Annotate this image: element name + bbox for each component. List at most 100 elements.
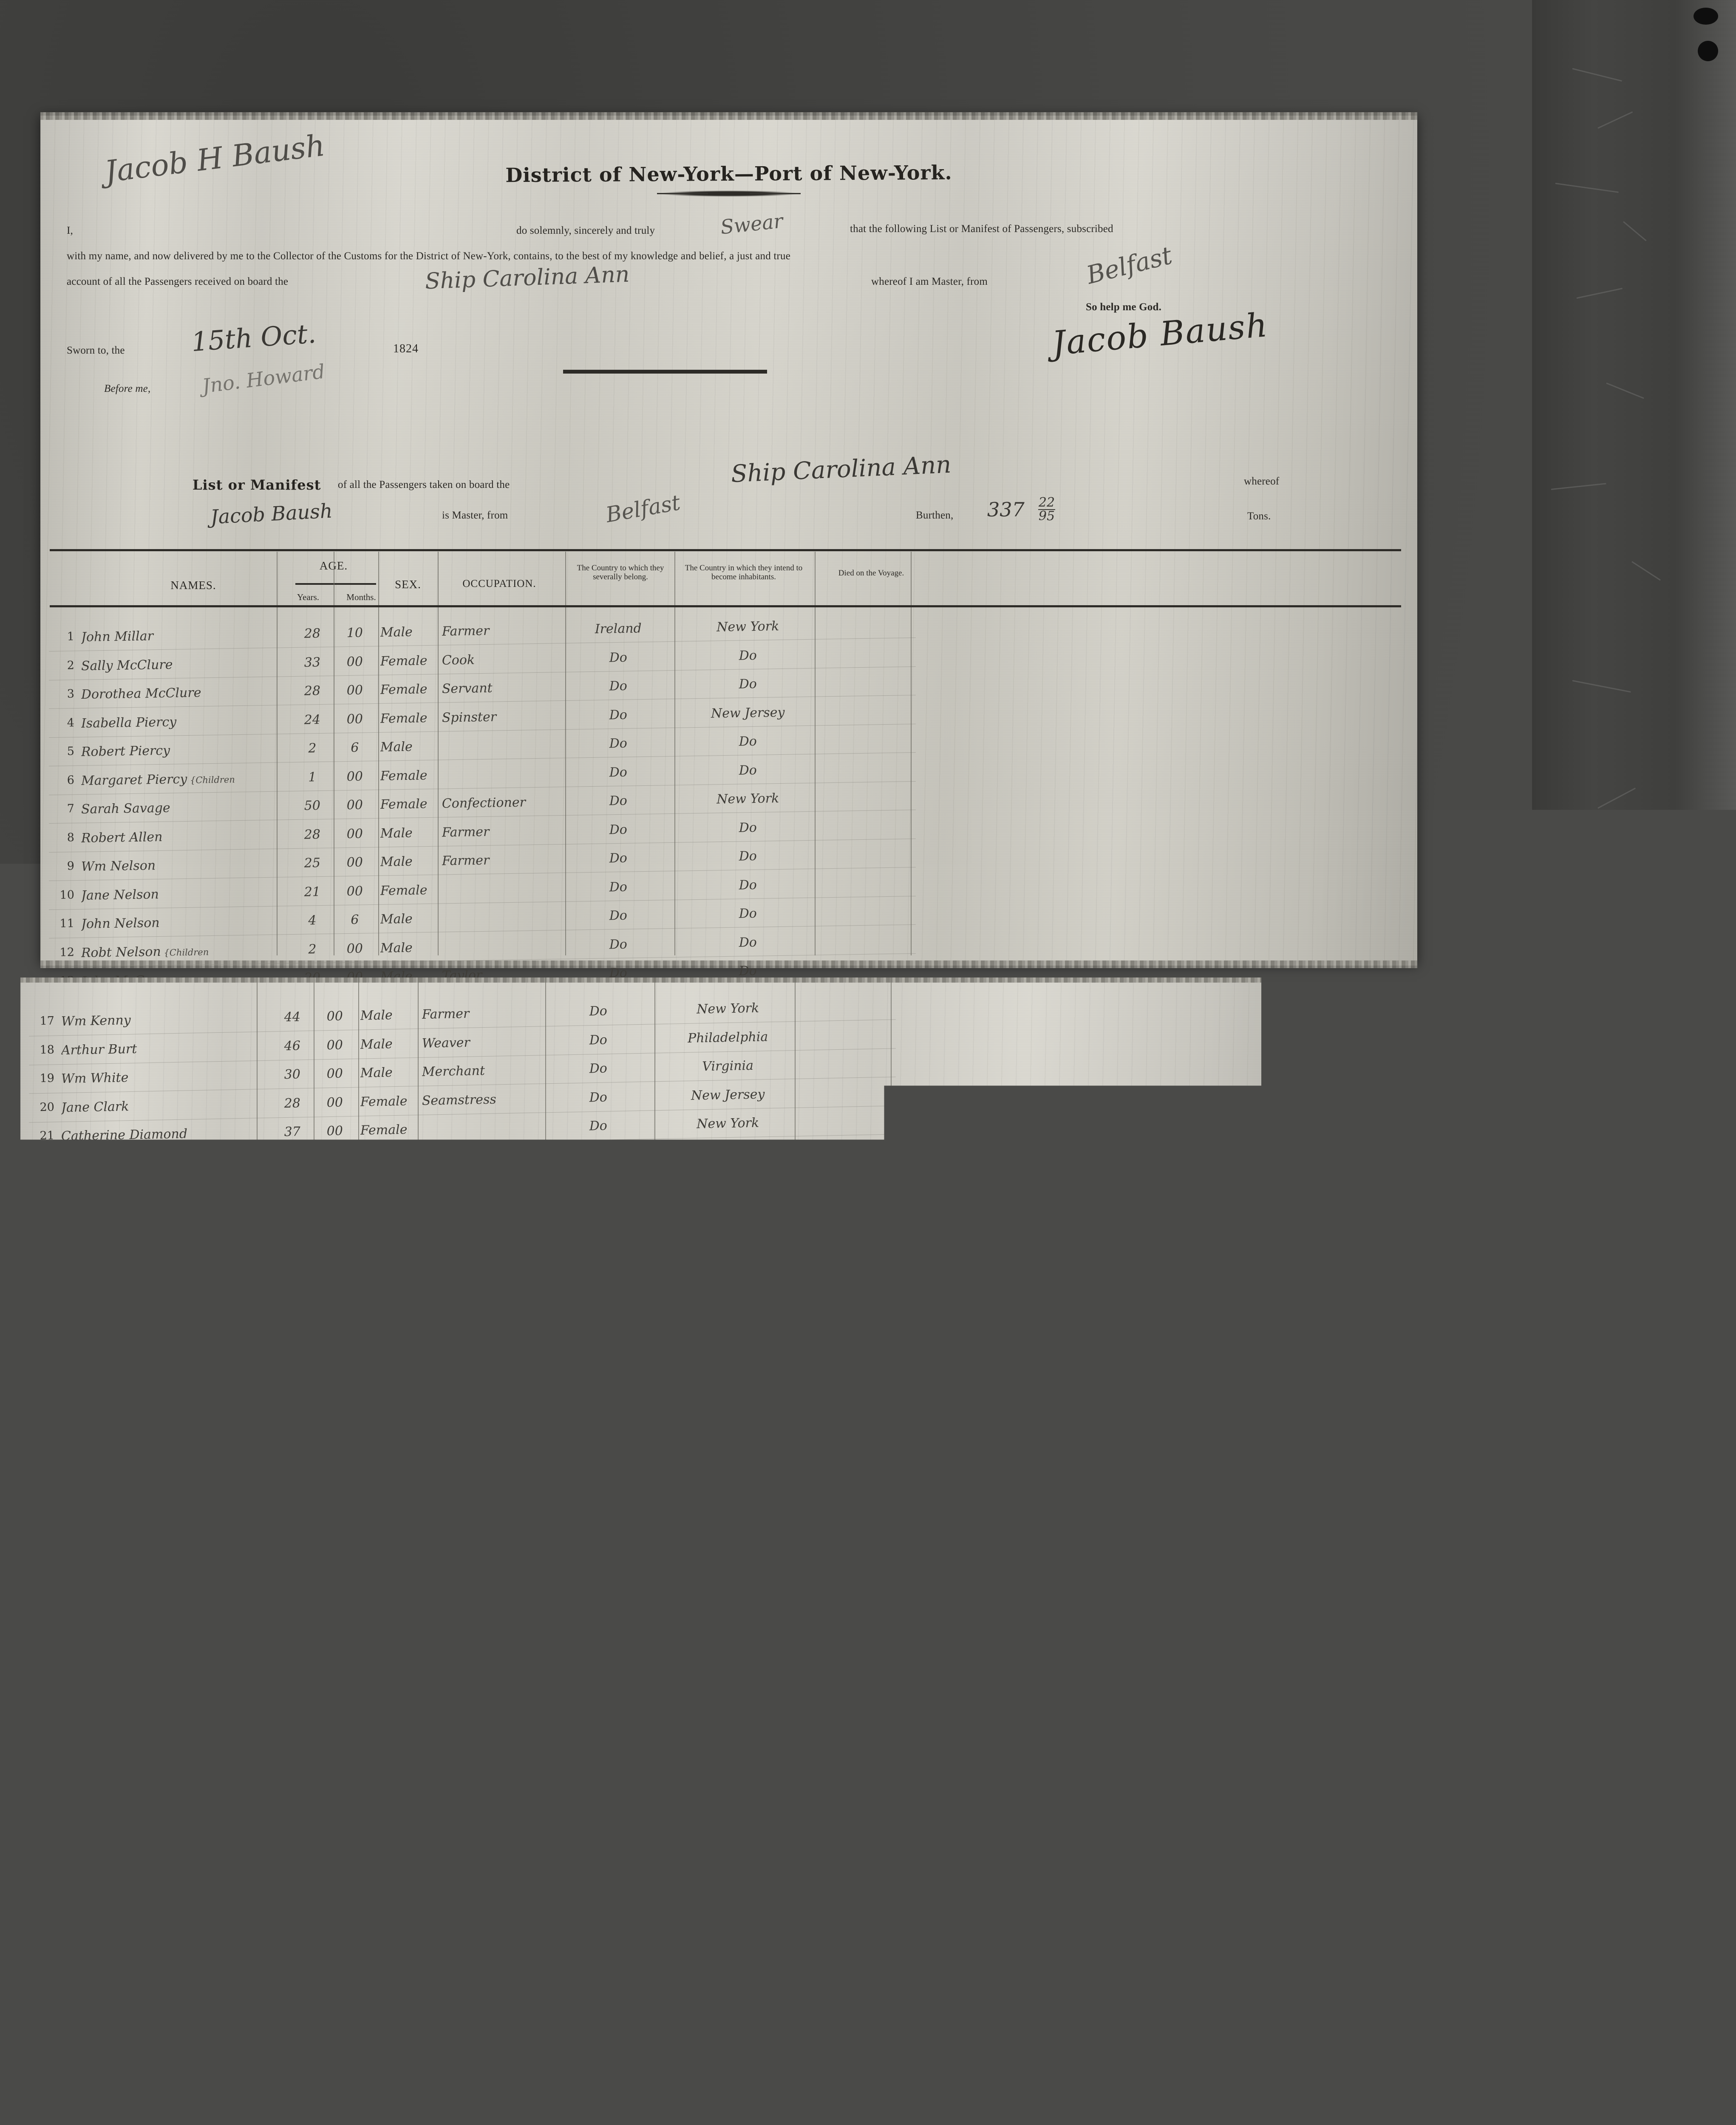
row-number: 24 bbox=[29, 1215, 55, 1229]
sex: Male bbox=[380, 739, 436, 755]
oath-port-handwritten: Belfast bbox=[1084, 241, 1175, 289]
passenger-name-note: {boys bbox=[139, 1417, 169, 1428]
age-years: 18 bbox=[275, 1640, 310, 1656]
column-header-months: Months. bbox=[334, 592, 389, 603]
age-months: 00 bbox=[338, 884, 372, 899]
country-of-origin: Do bbox=[549, 1806, 647, 1823]
age-months: 00 bbox=[317, 1496, 352, 1512]
country-of-origin: Do bbox=[549, 1548, 647, 1564]
country-of-origin: Do bbox=[549, 1462, 647, 1479]
passenger-name: Robt Nelson {Children bbox=[81, 942, 285, 960]
country-of-destination: Do bbox=[677, 647, 818, 664]
master-signature-top: Jacob Baush bbox=[1051, 306, 1269, 363]
row-number: 10 bbox=[49, 888, 74, 902]
occupation: Farmer bbox=[442, 823, 561, 840]
country-of-destination: Do bbox=[657, 1258, 798, 1275]
age-years: 47 bbox=[275, 1526, 310, 1541]
row-number: 5 bbox=[49, 745, 74, 758]
occupation: Land Surveyor bbox=[422, 1636, 541, 1653]
age-years: 2 bbox=[295, 941, 330, 957]
age-years: 12 bbox=[275, 1698, 310, 1714]
age-months: 00 bbox=[317, 1898, 352, 1914]
age-years: 24 bbox=[295, 712, 330, 727]
country-of-destination: Do bbox=[657, 1689, 798, 1706]
age-years: 25 bbox=[295, 856, 330, 871]
age-years: 34 bbox=[275, 1296, 310, 1312]
country-of-origin: Do bbox=[549, 1577, 647, 1593]
country-of-origin: Do bbox=[549, 1232, 647, 1249]
row-number: 36 bbox=[29, 1559, 55, 1573]
sex: Female bbox=[360, 1237, 416, 1252]
age-months: 00 bbox=[317, 1066, 352, 1082]
sex: Female bbox=[360, 1266, 416, 1281]
country-of-destination: New Jersey bbox=[657, 1086, 798, 1103]
sworn-date-handwritten: 15th Oct. bbox=[190, 318, 317, 357]
sex: Male bbox=[380, 940, 436, 955]
country-of-origin: Do bbox=[549, 1921, 647, 1938]
row-number: 11 bbox=[49, 917, 74, 930]
sex: Male bbox=[360, 1294, 416, 1310]
row-number: 33 bbox=[29, 1473, 55, 1487]
oath-line-2: with my name, and now delivered by me to… bbox=[67, 251, 790, 262]
country-of-destination: Do bbox=[657, 2033, 798, 2050]
age-months: 6 bbox=[338, 740, 372, 755]
row-number: 32 bbox=[29, 1445, 55, 1458]
sex: Female bbox=[360, 1122, 416, 1138]
row-number: 41 bbox=[29, 1703, 55, 1716]
age-months: 00 bbox=[317, 1554, 352, 1570]
table-header-bottom-rule bbox=[50, 605, 1401, 607]
passenger-name-note: {Children bbox=[187, 774, 235, 785]
age-years: 13 bbox=[275, 1267, 310, 1283]
country-of-destination: Do bbox=[657, 1488, 798, 1505]
age-months: 00 bbox=[317, 1123, 352, 1139]
age-months: 00 bbox=[317, 1984, 352, 2000]
age-years: 52 bbox=[275, 2100, 310, 2115]
column-header-names: NAMES. bbox=[117, 579, 270, 592]
sex: Female bbox=[360, 1753, 416, 1769]
sex: Female bbox=[360, 2012, 416, 2027]
age-years: 55 bbox=[275, 1898, 310, 1914]
country-of-destination: Do bbox=[657, 1602, 798, 1620]
age-months: 00 bbox=[317, 2099, 352, 2114]
occupation: Servant bbox=[442, 680, 561, 696]
age-months: 6 bbox=[317, 1669, 352, 1684]
country-of-origin: Do bbox=[569, 735, 668, 752]
country-of-destination: Philadelphia bbox=[657, 1402, 798, 1419]
row-number: 52 bbox=[29, 2018, 55, 2032]
country-of-destination: Do bbox=[657, 1861, 798, 1878]
country-of-destination: Do bbox=[657, 1287, 798, 1304]
tons-label: Tons. bbox=[1247, 511, 1271, 522]
country-of-destination: Do bbox=[657, 1746, 798, 1763]
sex: Female bbox=[360, 1868, 416, 1884]
country-of-origin: New York bbox=[549, 2064, 647, 2081]
column-header-country-to: The Country in which they intend to beco… bbox=[678, 564, 810, 582]
country-of-origin: Do bbox=[569, 936, 668, 953]
age-months: 00 bbox=[317, 1582, 352, 1598]
row-number: 53 bbox=[29, 2047, 55, 2060]
sworn-to-label: Sworn to, the bbox=[67, 345, 125, 356]
oath-swear-handwritten: Swear bbox=[719, 209, 784, 238]
age-years: 20 bbox=[275, 1612, 310, 1627]
age-years: 46 bbox=[275, 1038, 310, 1054]
before-me-name-handwritten: Jno. Howard bbox=[201, 360, 326, 398]
age-years: 44 bbox=[275, 1009, 310, 1025]
sex: Male bbox=[360, 1638, 416, 1654]
occupation: Farmer bbox=[422, 2095, 541, 2112]
died-on-voyage bbox=[830, 617, 907, 618]
age-months: 00 bbox=[317, 1009, 352, 1024]
row-number: 50 bbox=[29, 1961, 55, 1975]
occupation: Spinster bbox=[442, 708, 561, 725]
age-months: 00 bbox=[317, 1238, 352, 1254]
country-of-origin: Do bbox=[549, 1118, 647, 1134]
age-months: 00 bbox=[317, 2070, 352, 2086]
age-years: 17 bbox=[275, 1985, 310, 2000]
age-years: 14 bbox=[275, 1382, 310, 1398]
age-years: 24 bbox=[275, 1554, 310, 1570]
country-of-origin: Do bbox=[549, 1405, 647, 1421]
sex: Female bbox=[380, 796, 436, 812]
country-of-destination: Do bbox=[677, 876, 818, 893]
row-number: 31 bbox=[29, 1416, 55, 1429]
age-years: 15 bbox=[275, 1411, 310, 1427]
country-of-destination: Do bbox=[677, 819, 818, 836]
passenger-name-note: {Child bbox=[180, 1703, 213, 1714]
